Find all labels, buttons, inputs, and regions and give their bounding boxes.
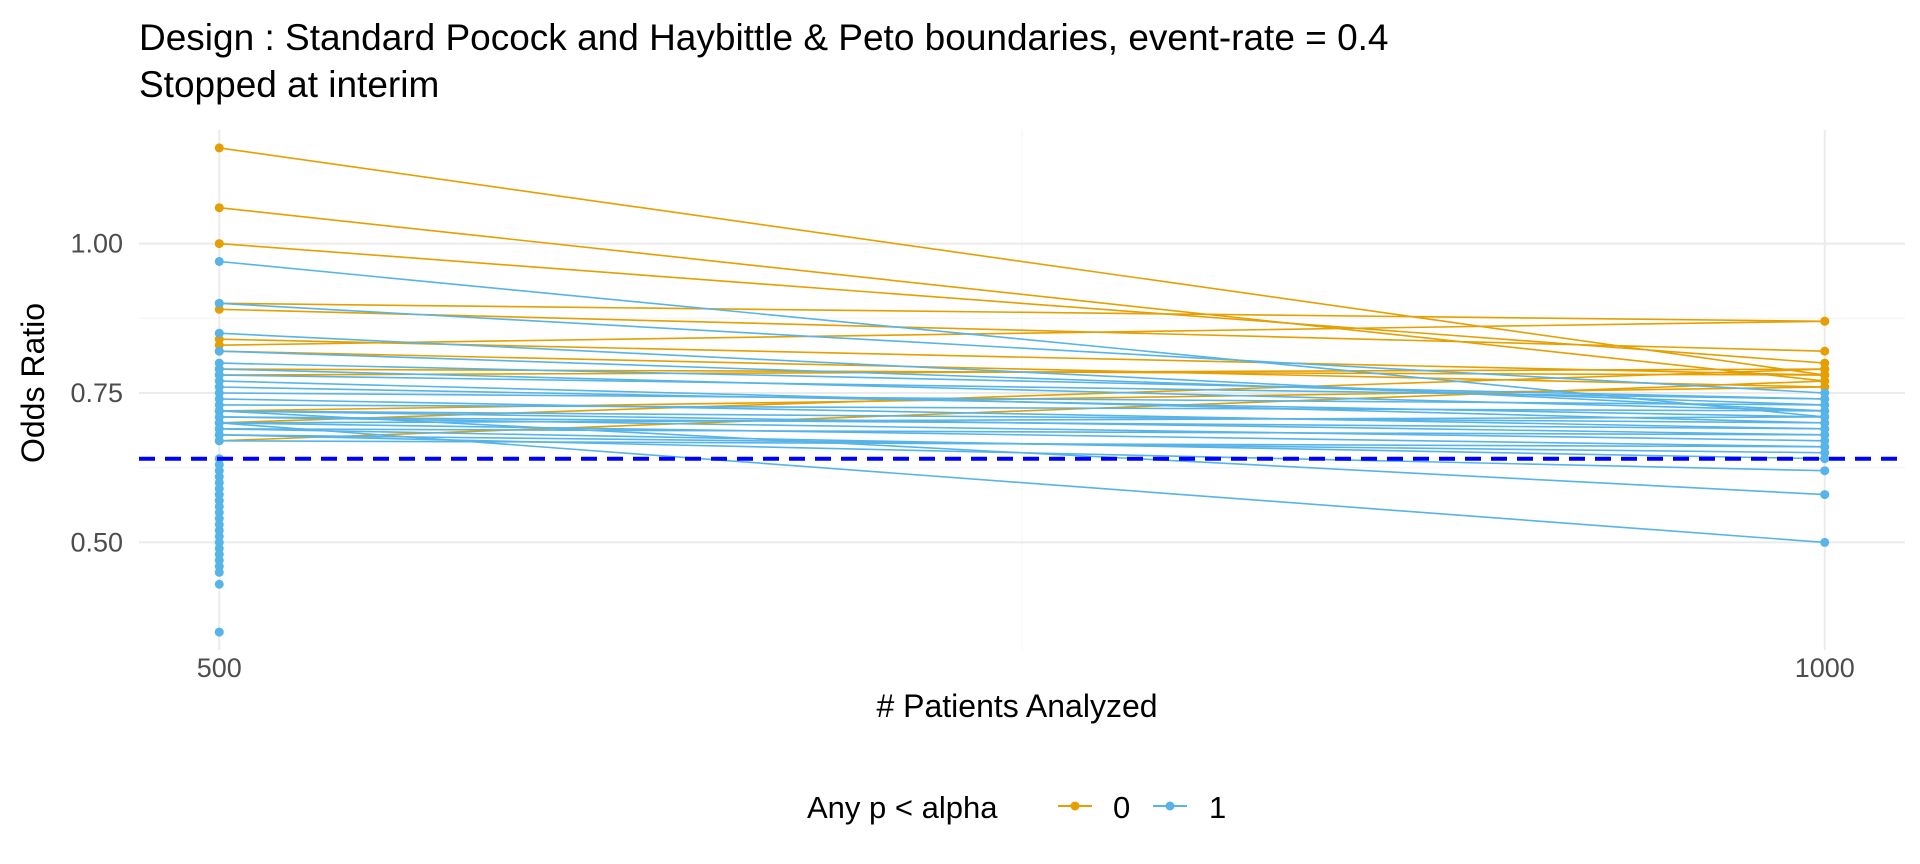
- y-tick-label: 1.00: [70, 229, 123, 259]
- series-1-point-interim: [214, 346, 224, 356]
- series-1-trajectory: [219, 392, 1825, 406]
- y-tick-label: 0.75: [70, 378, 123, 408]
- series-0-point-interim: [214, 143, 224, 153]
- series-1-lines: [219, 260, 1825, 544]
- series-1-point-final: [1820, 442, 1830, 452]
- series-1-trajectory: [219, 422, 1825, 448]
- major-gridlines: [139, 130, 1905, 650]
- legend-key-point-0: [1070, 801, 1080, 811]
- x-tick-label: 1000: [1795, 653, 1855, 683]
- series-1-trajectory: [219, 362, 1825, 400]
- series-1-trajectory: [219, 398, 1825, 430]
- series-0-trajectory: [219, 206, 1825, 382]
- series-1-trajectory: [219, 440, 1825, 448]
- series-1-point-final: [1820, 466, 1830, 476]
- x-tick-label: 500: [197, 653, 242, 683]
- chart-subtitle: Stopped at interim: [139, 64, 439, 105]
- y-axis-title: Odds Ratio: [15, 303, 51, 463]
- series-0-point-interim: [214, 239, 224, 249]
- series-1-point-interim: [214, 256, 224, 266]
- series-0-trajectory: [219, 320, 1825, 346]
- series-1-point-final: [1820, 490, 1830, 500]
- series-1-point-interim: [214, 406, 224, 416]
- series-1-trajectory: [219, 302, 1825, 394]
- series-1-point-stopped: [214, 567, 224, 577]
- series-1-point-final: [1820, 430, 1830, 440]
- chart-title: Design : Standard Pocock and Haybittle &…: [139, 17, 1389, 58]
- series-1-trajectory: [219, 374, 1825, 400]
- series-0-trajectory: [219, 308, 1825, 352]
- series-1-point-stopped: [214, 579, 224, 589]
- series-0-trajectory: [219, 147, 1825, 376]
- legend-label-0: 0: [1113, 790, 1130, 825]
- series-0-trajectory: [219, 350, 1825, 388]
- series-0-point-final: [1820, 364, 1830, 374]
- legend-key-point-1: [1165, 801, 1175, 811]
- legend-label-1: 1: [1209, 790, 1226, 825]
- series-1-point-interim: [214, 436, 224, 446]
- series-1-trajectory: [219, 368, 1825, 412]
- series-1-trajectory: [219, 428, 1825, 436]
- series-1-trajectory: [219, 422, 1825, 544]
- series-1-point-interim: [214, 418, 224, 428]
- series-1-point-stopped: [214, 627, 224, 637]
- series-1-point-final: [1820, 537, 1830, 547]
- series-1-trajectory: [219, 404, 1825, 412]
- series-1-trajectory: [219, 350, 1825, 406]
- series-1-trajectory: [219, 260, 1825, 418]
- series-0-point-final: [1820, 376, 1830, 386]
- series-1-trajectory: [219, 410, 1825, 424]
- series-1-point-interim: [214, 328, 224, 338]
- series-1-trajectory: [219, 410, 1825, 496]
- legend-title: Any p < alpha: [807, 790, 998, 825]
- series-1-trajectory: [219, 332, 1825, 412]
- series-0-trajectory: [219, 302, 1825, 323]
- series-0-point-final: [1820, 316, 1830, 326]
- series-1-trajectory: [219, 416, 1825, 424]
- series-1-trajectory: [219, 416, 1825, 430]
- legend: Any p < alpha 0 1: [807, 790, 1226, 825]
- series-1-trajectory: [219, 386, 1825, 418]
- series-0-point-final: [1820, 346, 1830, 356]
- series-0-trajectory: [219, 242, 1825, 364]
- series-0-trajectory: [219, 338, 1825, 376]
- series-1-trajectory: [219, 416, 1825, 442]
- y-tick-label: 0.50: [70, 527, 123, 557]
- series-1-point-interim: [214, 298, 224, 308]
- data-points: [214, 143, 1830, 637]
- series-1-point-final: [1820, 412, 1830, 422]
- series-0-point-interim: [214, 203, 224, 213]
- x-axis-title: # Patients Analyzed: [876, 688, 1157, 724]
